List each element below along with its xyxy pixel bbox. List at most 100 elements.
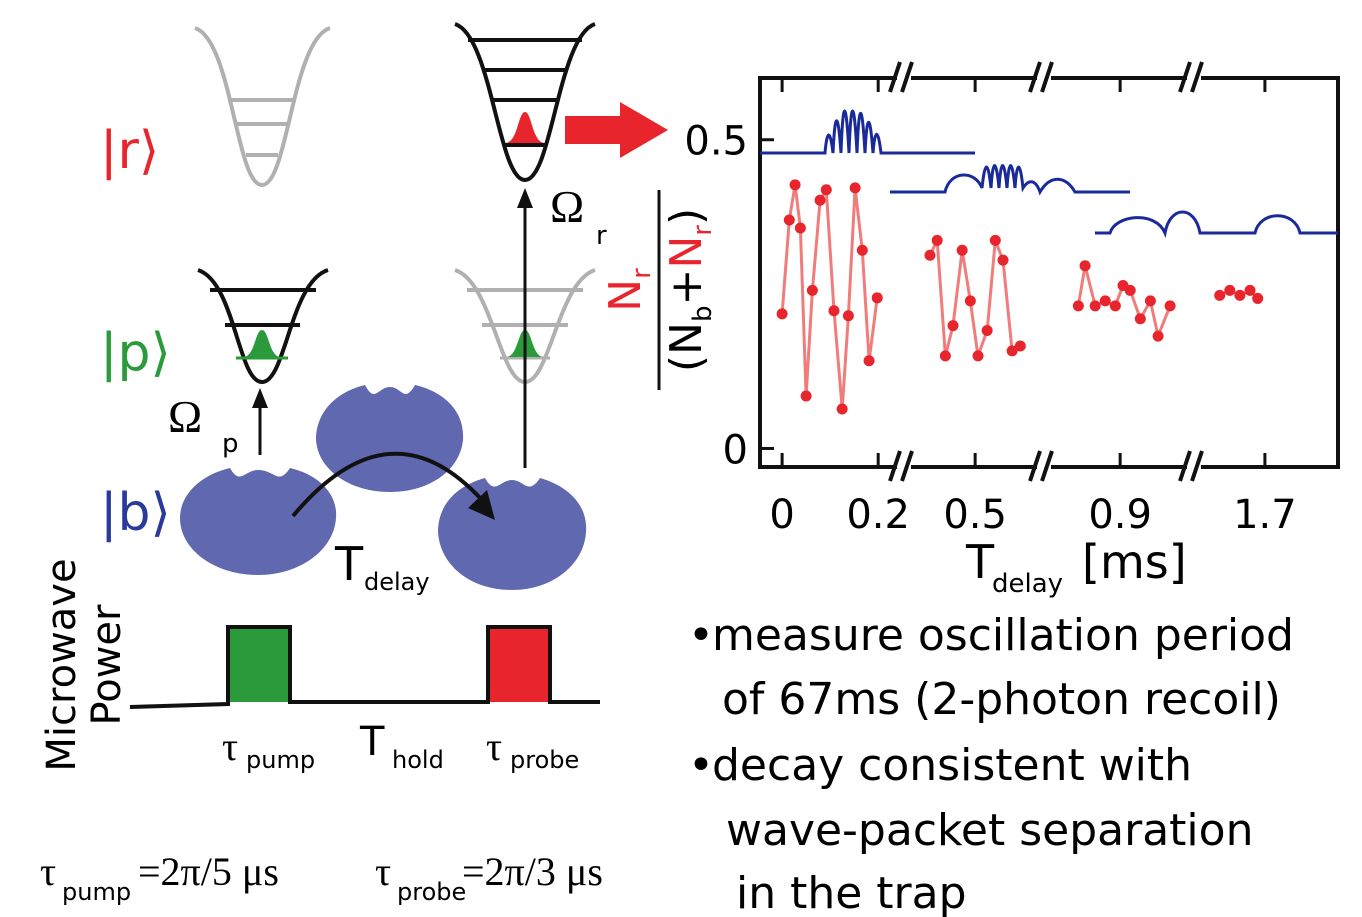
break-marks	[888, 61, 1204, 482]
duration-sub: probe	[397, 878, 466, 906]
data-point	[997, 254, 1009, 266]
x-tick-label: 0.2	[846, 492, 910, 538]
y-tick-label: 0.5	[684, 119, 748, 165]
data-point	[972, 350, 984, 362]
step-symbol: τ	[486, 724, 502, 769]
bullet-text: of 67ms (2-photon recoil)	[722, 674, 1281, 725]
data-point	[964, 295, 976, 307]
duration-symbol: τ	[375, 849, 391, 894]
data-point	[828, 305, 840, 317]
data-point	[1144, 295, 1156, 307]
trap-p	[197, 268, 329, 385]
bullet-text: in the trap	[736, 868, 967, 917]
inset-pulse	[1095, 210, 1338, 239]
pulse-trace	[129, 625, 600, 709]
data-point	[931, 234, 943, 246]
y-label-part: (N	[661, 322, 712, 372]
bullet-text: wave-packet separation	[726, 805, 1253, 856]
data-point	[989, 234, 1001, 246]
step-symbol: T	[359, 719, 385, 765]
x-label: T	[965, 535, 995, 589]
data-point	[1152, 330, 1164, 342]
duration-value: =2π/5 μs	[138, 849, 279, 894]
data-point	[836, 403, 848, 415]
data-point	[1224, 284, 1236, 296]
y-label-part: b	[688, 306, 718, 323]
x-label-unit: [ms]	[1082, 535, 1187, 589]
bullet-text: decay consistent with	[712, 740, 1192, 791]
axis-breaks	[888, 61, 1204, 482]
step-sub: probe	[510, 746, 579, 774]
data-point	[863, 355, 875, 367]
data-point	[1252, 292, 1264, 304]
data-point	[1164, 300, 1176, 312]
y-label-part: +	[661, 269, 712, 306]
data-point	[783, 214, 795, 226]
pump-pulse	[230, 629, 288, 702]
data-point	[1072, 300, 1084, 312]
data-point	[806, 284, 818, 296]
data-point	[1214, 289, 1226, 301]
duration-symbol: τ	[40, 849, 56, 894]
data-point	[981, 325, 993, 337]
y-tick-label: 0	[723, 427, 748, 473]
y-label-part: N	[661, 236, 712, 269]
data-point	[956, 244, 968, 256]
trap-r	[454, 22, 596, 183]
data-point	[1244, 284, 1256, 296]
data-point	[1079, 260, 1091, 272]
state-label: |b⟩	[100, 483, 171, 543]
x-label-sub: delay	[992, 569, 1063, 599]
data-point	[814, 194, 826, 206]
data-point	[820, 184, 832, 196]
data-point	[776, 308, 788, 320]
trap-r-empty	[194, 26, 331, 188]
data-point	[1109, 300, 1121, 312]
fit-line	[928, 238, 1022, 358]
rabi-symbol: Ω	[550, 181, 584, 232]
data-point	[1006, 345, 1018, 357]
rabi-sub: r	[596, 221, 607, 251]
wavepacket-r	[505, 112, 545, 143]
x-tick-label: 0.5	[943, 492, 1007, 538]
data-point	[842, 310, 854, 322]
axis-label: Microwave	[39, 558, 85, 771]
bullet: •	[688, 610, 714, 661]
y-label-num: Nr	[600, 268, 657, 312]
data-point	[789, 179, 801, 191]
rabi-symbol: Ω	[168, 391, 202, 442]
state-label: |p⟩	[100, 323, 171, 383]
rabi-sub: p	[222, 429, 239, 459]
y-label-part: N	[600, 279, 651, 312]
state-label: |r⟩	[100, 121, 159, 181]
duration-sub: pump	[62, 878, 131, 906]
duration-value: =2π/3 μs	[462, 849, 603, 894]
cloud	[180, 468, 337, 575]
data-point	[1014, 340, 1026, 352]
y-label-den: (Nb+Nr)	[661, 208, 718, 372]
data-point	[939, 350, 951, 362]
chart: Nr (Nb+Nr) T delay [ms] 00.50 0.2 0.5 0.9 1.…	[600, 61, 1340, 599]
x-tick-label: 0	[769, 492, 794, 538]
data-point	[1134, 313, 1146, 325]
data-point	[794, 222, 806, 234]
y-label-part: )	[661, 208, 712, 225]
data-point	[800, 390, 812, 402]
step-sub: pump	[246, 746, 315, 774]
delay-symbol: T	[334, 537, 364, 591]
delay-sub: delay	[364, 568, 430, 596]
red-arrow	[565, 102, 668, 158]
y-label-part: r	[688, 225, 718, 236]
data-point	[1124, 284, 1136, 296]
arrow-head	[252, 388, 268, 408]
data-point	[871, 292, 883, 304]
data-point	[856, 244, 868, 256]
data-point	[1099, 295, 1111, 307]
y-label: Nr (Nb+Nr)	[600, 190, 718, 390]
bullet: •	[688, 740, 714, 791]
axis-label: Power	[84, 604, 130, 725]
x-tick-label: 1.7	[1233, 492, 1297, 538]
step-symbol: τ	[222, 724, 238, 769]
